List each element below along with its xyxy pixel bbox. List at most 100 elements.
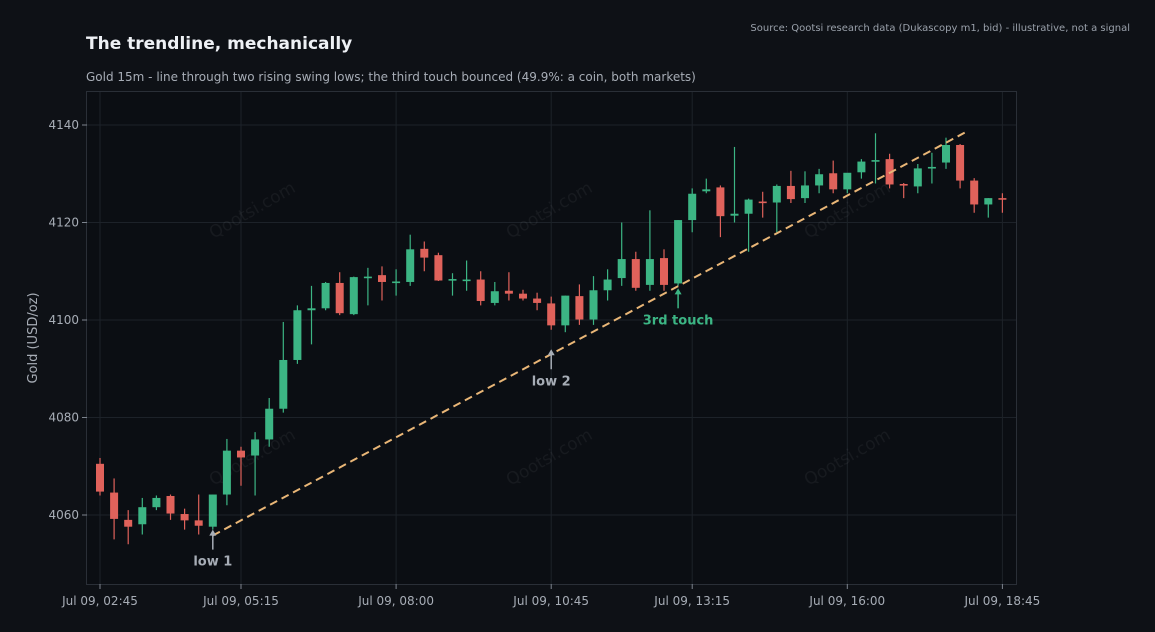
candle [138,497,147,535]
candle-body [843,172,852,190]
annotation-arrow-head [209,529,217,536]
candle [674,220,683,286]
candle [378,266,386,301]
candle-body [617,259,626,279]
candle-body [927,166,936,169]
candle-body [786,185,795,200]
candle-body [533,298,542,303]
candle [251,432,260,496]
candle [96,457,104,496]
candle-body [378,275,386,282]
candle [194,494,203,535]
candle-body [265,408,274,440]
candle-body [166,495,175,514]
candle-body [222,450,231,495]
candle-body [660,258,668,285]
candle [293,305,302,364]
candle-body [913,168,922,187]
x-tick-label: Jul 09, 10:45 [512,594,589,608]
candle [772,184,781,233]
candle-body [899,183,908,186]
annotation-label: 3rd touch [643,313,714,328]
candle [645,210,654,291]
candle [702,178,711,194]
candle-body [349,277,358,315]
candle [462,260,471,291]
candle [124,510,133,545]
x-tick-label: Jul 09, 13:15 [653,594,730,608]
candle-body [857,161,866,173]
y-tick-label: 4140 [48,118,79,132]
candle-body [758,201,767,204]
candle-body [420,248,429,258]
candle [871,133,880,184]
candle [392,269,401,296]
chart-subtitle: Gold 15m - line through two rising swing… [86,70,696,84]
candle-body [279,359,288,409]
candle-body [998,198,1007,200]
candle [998,193,1007,213]
candle [970,178,979,213]
candle [815,168,824,194]
candle [942,137,950,169]
candle-body [744,199,753,214]
candle-body [490,291,499,303]
candle [335,272,344,316]
x-tick-label: Jul 09, 18:45 [964,594,1041,608]
candle-body [406,249,415,282]
candle [631,251,640,291]
candle-body [674,220,683,284]
candle [363,267,372,306]
candle-body [363,276,372,279]
candle [237,446,245,486]
candle [899,183,908,199]
candle-body [801,185,809,199]
candle-body [138,507,147,525]
candle-body [519,293,527,299]
annotation-arrow-head [674,288,682,295]
y-tick-label: 4120 [48,216,79,230]
candle [448,273,457,296]
candle [956,144,965,189]
grid [87,92,1016,584]
candle [927,152,936,184]
candle [730,146,739,223]
candle-body [688,193,697,221]
candle-body [335,282,344,314]
candle-body [815,174,824,186]
x-tick-label: Jul 09, 08:00 [357,594,434,608]
candle [561,295,570,333]
candle-body [575,296,584,320]
y-tick-label: 4060 [48,508,79,522]
candle-body [251,439,260,456]
candle [349,276,358,316]
y-tick-label: 4080 [48,411,79,425]
candle [166,494,175,520]
candle [420,241,429,272]
x-tick-label: Jul 09, 16:00 [808,594,885,608]
candle-body [448,279,457,281]
candle-body [180,514,189,521]
candle-body [321,282,330,309]
x-axis: Jul 09, 02:45 Jul 09, 05:15 Jul 09, 08:00 J… [61,584,1040,608]
candle-body [208,494,217,527]
candle [716,185,725,238]
candle [110,478,119,540]
annotations: low 1 low 2 3rd touch [193,288,714,570]
y-tick-label: 4100 [48,313,79,327]
candle-body [434,255,443,281]
candle-body [871,160,880,162]
candle [603,269,612,301]
candle [589,276,598,325]
candle-body [152,497,161,508]
annotation-arrow-head [547,349,555,356]
candle-body [645,259,654,285]
candle [180,508,189,530]
chart-title: The trendline, mechanically [86,34,353,54]
candle-body [392,281,401,284]
candle [758,191,767,218]
candle-body [603,279,612,291]
candle [519,289,527,301]
candles [96,133,1007,545]
candle [786,170,795,203]
